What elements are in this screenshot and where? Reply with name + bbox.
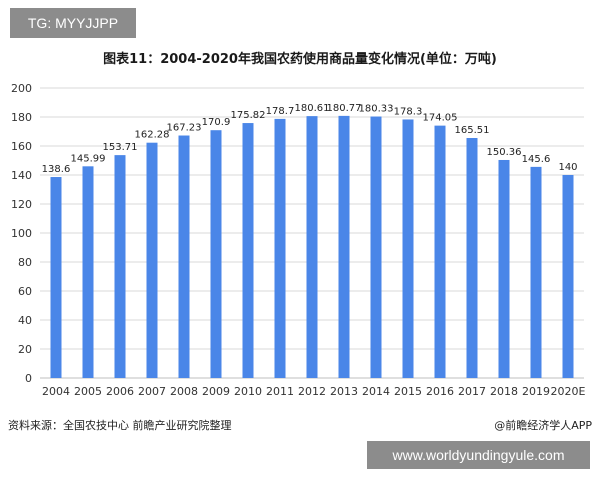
bar-chart: 0 20 40 60 80 100 120 140 160 180 200 138.6 2004 145.… bbox=[11, 82, 586, 398]
x-tick-label: 2014 bbox=[362, 385, 390, 398]
y-tick-label: 40 bbox=[18, 314, 32, 327]
bar bbox=[530, 166, 542, 378]
x-tick-label: 2005 bbox=[74, 385, 102, 398]
x-tick-label: 2011 bbox=[266, 385, 294, 398]
bar bbox=[210, 130, 222, 378]
bar bbox=[562, 175, 574, 378]
x-tick-label: 2012 bbox=[298, 385, 326, 398]
x-tick-label: 2017 bbox=[458, 385, 486, 398]
data-label: 167.23 bbox=[167, 123, 202, 134]
x-tick-label: 2020E bbox=[551, 385, 586, 398]
x-tick-label: 2018 bbox=[490, 385, 518, 398]
data-label: 178.3 bbox=[394, 106, 423, 117]
bar bbox=[146, 142, 158, 378]
data-label: 175.82 bbox=[231, 110, 266, 121]
bar bbox=[50, 177, 62, 378]
data-label: 165.51 bbox=[455, 125, 490, 136]
data-label: 138.6 bbox=[42, 164, 71, 175]
bar bbox=[242, 123, 254, 378]
data-label: 140 bbox=[558, 162, 577, 173]
x-tick-label: 2016 bbox=[426, 385, 454, 398]
bar bbox=[434, 125, 446, 378]
bar bbox=[466, 138, 478, 378]
bar bbox=[82, 166, 94, 378]
x-tick-label: 2007 bbox=[138, 385, 166, 398]
y-tick-label: 100 bbox=[11, 227, 32, 240]
data-label: 174.05 bbox=[423, 113, 458, 124]
data-label: 170.9 bbox=[202, 117, 231, 128]
x-tick-label: 2009 bbox=[202, 385, 230, 398]
x-tick-label: 2015 bbox=[394, 385, 422, 398]
data-label: 180.77 bbox=[327, 103, 362, 114]
data-label: 180.61 bbox=[295, 103, 330, 114]
bar bbox=[370, 116, 382, 379]
bar bbox=[114, 155, 126, 378]
y-tick-label: 180 bbox=[11, 111, 32, 124]
y-tick-label: 20 bbox=[18, 343, 32, 356]
data-label: 145.6 bbox=[522, 154, 551, 165]
x-tick-label: 2008 bbox=[170, 385, 198, 398]
y-tick-label: 0 bbox=[25, 372, 32, 385]
brand-credit: @前瞻经济学人APP bbox=[494, 419, 592, 432]
bottom-watermark-tag: www.worldyundingyule.com bbox=[367, 441, 590, 469]
data-label: 178.7 bbox=[266, 106, 295, 117]
bar bbox=[498, 159, 510, 378]
x-tick-label: 2019 bbox=[522, 385, 550, 398]
y-tick-label: 80 bbox=[18, 256, 32, 269]
chart-title: 图表11：2004-2020年我国农药使用商品量变化情况(单位：万吨) bbox=[103, 52, 497, 67]
data-label: 162.28 bbox=[135, 130, 170, 141]
x-tick-label: 2006 bbox=[106, 385, 134, 398]
data-label: 145.99 bbox=[71, 153, 106, 164]
data-label: 150.36 bbox=[487, 147, 522, 158]
y-tick-label: 160 bbox=[11, 140, 32, 153]
data-label: 180.33 bbox=[359, 104, 394, 115]
y-tick-label: 60 bbox=[18, 285, 32, 298]
y-tick-label: 140 bbox=[11, 169, 32, 182]
bar bbox=[306, 116, 318, 378]
bar bbox=[274, 118, 286, 378]
bar bbox=[338, 115, 350, 379]
y-tick-label: 120 bbox=[11, 198, 32, 211]
top-watermark-tag: TG: MYYJJPP bbox=[10, 8, 136, 38]
bar bbox=[178, 135, 190, 378]
x-tick-label: 2013 bbox=[330, 385, 358, 398]
source-note: 资料来源：全国农技中心 前瞻产业研究院整理 bbox=[8, 419, 232, 432]
data-label: 153.71 bbox=[103, 142, 138, 153]
y-tick-label: 200 bbox=[11, 82, 32, 95]
x-tick-label: 2010 bbox=[234, 385, 262, 398]
x-tick-label: 2004 bbox=[42, 385, 70, 398]
bar bbox=[402, 119, 414, 378]
